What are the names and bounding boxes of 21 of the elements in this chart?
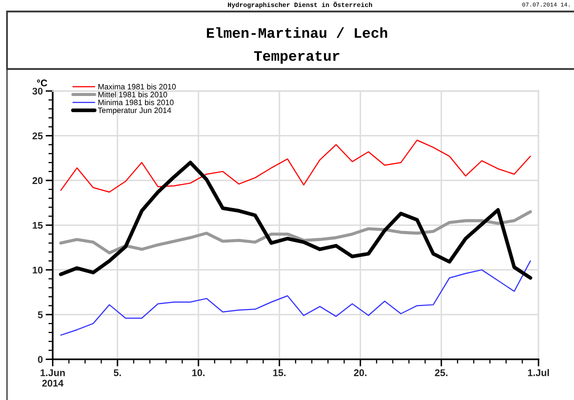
x-tick-label: 1.Jul [528,369,549,376]
y-tick-label: 20 [32,177,43,184]
x-tick-label: 1.Jun 2014 [40,369,65,387]
y-tick-label: 10 [32,266,43,274]
y-axis-title: °C [36,80,48,86]
y-tick-label: 25 [32,132,43,140]
x-tick-label: 20. [354,369,366,376]
x-tick-label: 5. [114,369,121,376]
y-tick-label: 15 [32,222,43,229]
y-tick-label: 5 [38,311,43,318]
chart-title: Elmen-Martinau / Lech [206,27,388,38]
y-tick-label: 0 [38,356,43,363]
y-tick-label: 30 [32,88,43,95]
x-tick-label: 25. [434,369,448,376]
x-tick-label: 15. [273,369,286,376]
x-tick-label: 10. [192,369,205,376]
chart-subtitle: Temperatur [254,51,340,64]
line-series [58,160,532,280]
line-series [60,260,531,336]
line-series [60,140,531,193]
line-series [59,210,532,254]
